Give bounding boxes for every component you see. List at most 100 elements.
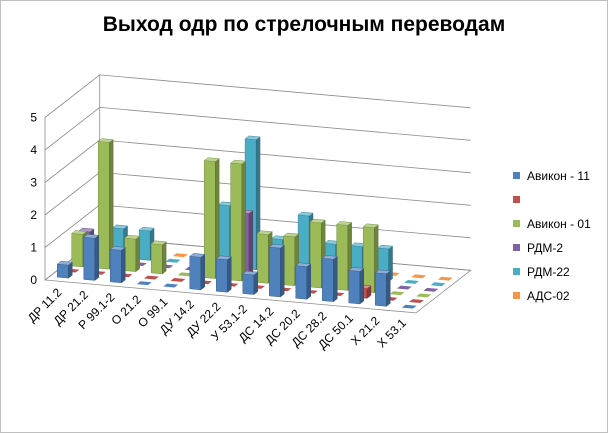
bar bbox=[348, 267, 365, 305]
bar-front bbox=[269, 246, 281, 298]
bar bbox=[144, 275, 159, 280]
legend-label: РДМ-22 bbox=[527, 265, 570, 279]
bar bbox=[423, 287, 439, 292]
bar-front bbox=[124, 237, 137, 272]
bar bbox=[401, 304, 417, 309]
bar bbox=[136, 281, 152, 286]
z-tick-label: 5 bbox=[30, 111, 37, 125]
bar-top bbox=[244, 135, 261, 141]
bar-side bbox=[162, 241, 167, 275]
bar-top bbox=[138, 226, 155, 232]
bar-front bbox=[322, 258, 334, 302]
bars bbox=[56, 135, 453, 309]
bar-top bbox=[83, 234, 100, 239]
z-tick-label: 1 bbox=[30, 241, 37, 255]
bar-front bbox=[97, 141, 110, 270]
bar-top bbox=[336, 221, 353, 226]
bar bbox=[321, 255, 338, 303]
bar-zero bbox=[396, 285, 412, 290]
bar-zero bbox=[404, 280, 419, 284]
bar bbox=[124, 234, 141, 273]
bar-front bbox=[309, 221, 322, 289]
bar-top bbox=[242, 270, 259, 276]
bar-side bbox=[94, 234, 99, 281]
bar-side bbox=[135, 235, 140, 273]
bar bbox=[170, 278, 186, 282]
bar bbox=[163, 283, 179, 288]
bar-side bbox=[248, 210, 254, 276]
bar-front bbox=[138, 229, 151, 261]
bar-side bbox=[333, 255, 338, 303]
bar-top bbox=[321, 255, 338, 260]
bar-top bbox=[124, 234, 141, 240]
bar-zero bbox=[423, 287, 439, 292]
bar bbox=[203, 157, 220, 280]
bar-zero bbox=[389, 291, 405, 296]
gridline bbox=[44, 74, 471, 118]
z-tick-label: 2 bbox=[30, 208, 37, 222]
bar-side bbox=[253, 271, 258, 296]
bar bbox=[374, 269, 391, 307]
bar-top bbox=[150, 240, 167, 245]
bar-zero bbox=[136, 281, 152, 286]
bar-side bbox=[227, 256, 232, 293]
bar bbox=[437, 276, 453, 281]
bar bbox=[150, 240, 167, 275]
bar-front bbox=[83, 236, 96, 281]
bar-top bbox=[256, 230, 273, 235]
bar-top bbox=[215, 255, 232, 260]
bar bbox=[172, 253, 188, 258]
bar bbox=[189, 253, 206, 291]
bar-side bbox=[306, 263, 311, 300]
bar bbox=[56, 260, 73, 279]
bar-side bbox=[359, 267, 364, 305]
bar bbox=[430, 282, 446, 287]
bar-zero bbox=[163, 283, 179, 288]
chart-title: Выход одр по стрелочным переводам bbox=[102, 13, 506, 36]
bar-zero bbox=[172, 253, 188, 258]
bar-zero bbox=[409, 299, 424, 303]
bar-top bbox=[297, 211, 314, 217]
bar-top bbox=[56, 260, 73, 266]
bar-top bbox=[268, 243, 285, 249]
bar-top bbox=[111, 224, 129, 230]
bar-front bbox=[230, 162, 243, 282]
z-tick-label: 3 bbox=[30, 176, 37, 190]
bar bbox=[396, 285, 412, 290]
bar-zero bbox=[170, 278, 186, 282]
bar-zero bbox=[430, 282, 446, 287]
legend-swatch bbox=[513, 196, 520, 203]
z-tick-label: 0 bbox=[30, 273, 37, 287]
bar bbox=[389, 291, 405, 296]
bar-front bbox=[150, 243, 163, 275]
legend-label: Авикон - 11 bbox=[527, 169, 590, 183]
bar bbox=[165, 258, 181, 263]
legend-label: РДМ-2 bbox=[527, 241, 563, 255]
legend: Авикон - 11 Авикон - 01 РДМ-2 РДМ-22 АДС-02 bbox=[513, 169, 591, 303]
bar bbox=[230, 159, 247, 282]
bar bbox=[215, 255, 232, 293]
bar-zero bbox=[144, 275, 159, 280]
legend-swatch bbox=[513, 244, 520, 251]
bar-side bbox=[386, 270, 391, 307]
bar-top bbox=[283, 232, 300, 238]
legend-swatch bbox=[513, 268, 520, 275]
bar-front bbox=[189, 256, 202, 291]
bar-side bbox=[200, 253, 205, 291]
bar-front bbox=[242, 273, 255, 295]
legend-label: Авикон - 01 bbox=[527, 217, 591, 231]
bar-top bbox=[374, 269, 391, 275]
bar-zero bbox=[416, 293, 432, 298]
bar bbox=[411, 274, 427, 279]
bar-front bbox=[71, 233, 84, 268]
bar-zero bbox=[177, 272, 193, 277]
bar-side bbox=[121, 246, 126, 284]
bar-top bbox=[309, 218, 326, 224]
bar bbox=[404, 280, 419, 284]
bar bbox=[295, 262, 312, 300]
bar-zero bbox=[411, 274, 427, 279]
bar-top bbox=[109, 246, 126, 251]
bar bbox=[336, 221, 353, 291]
bar bbox=[409, 299, 424, 303]
legend-swatch bbox=[513, 220, 520, 227]
